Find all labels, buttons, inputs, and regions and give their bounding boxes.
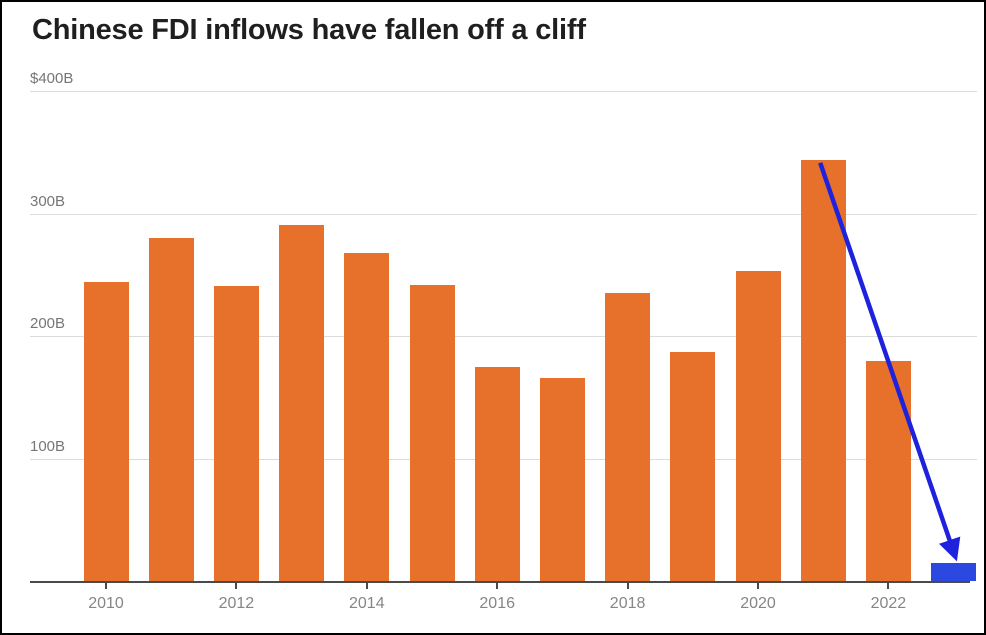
x-axis-label: 2012	[218, 595, 255, 612]
bar-2015	[409, 284, 455, 581]
bar-2017	[539, 377, 585, 581]
x-axis-tick	[235, 583, 238, 589]
x-axis-label: 2016	[479, 595, 515, 612]
bar-2014	[344, 252, 390, 581]
y-axis-label: 200B	[30, 315, 66, 333]
gridline-200	[30, 336, 977, 338]
y-axis-label: 100B	[30, 437, 66, 455]
x-axis-label: 2022	[870, 595, 907, 612]
y-axis-label: 300B	[30, 192, 66, 210]
x-axis-tick	[887, 583, 890, 589]
x-axis-label: 2018	[609, 595, 646, 612]
x-axis-label: 2014	[349, 595, 385, 612]
bar-2022	[865, 360, 911, 581]
bar-2020	[735, 271, 781, 581]
bar-2011	[148, 238, 194, 581]
x-axis-tick	[626, 583, 629, 589]
gridline-300	[30, 213, 977, 215]
x-axis-tick	[757, 583, 759, 589]
x-axis-tick	[496, 583, 499, 589]
x-axis-label: 2010	[88, 595, 124, 612]
bar-2018	[605, 293, 651, 581]
x-axis-tick	[365, 583, 368, 589]
bar-2021	[800, 159, 846, 581]
x-axis-tick	[105, 583, 107, 589]
bar-2010	[83, 282, 129, 581]
x-axis-label: 2020	[740, 595, 776, 612]
gridline-400	[30, 91, 977, 93]
y-axis-label: $400B	[30, 70, 74, 88]
bar-2019	[670, 352, 716, 581]
bar-2013	[279, 224, 325, 581]
bar-2016	[474, 366, 520, 581]
bar-2012	[213, 285, 259, 581]
x-axis-baseline	[30, 581, 970, 583]
bar-2023	[931, 562, 977, 581]
chart-title: Chinese FDI inflows have fallen off a cl…	[32, 14, 586, 46]
